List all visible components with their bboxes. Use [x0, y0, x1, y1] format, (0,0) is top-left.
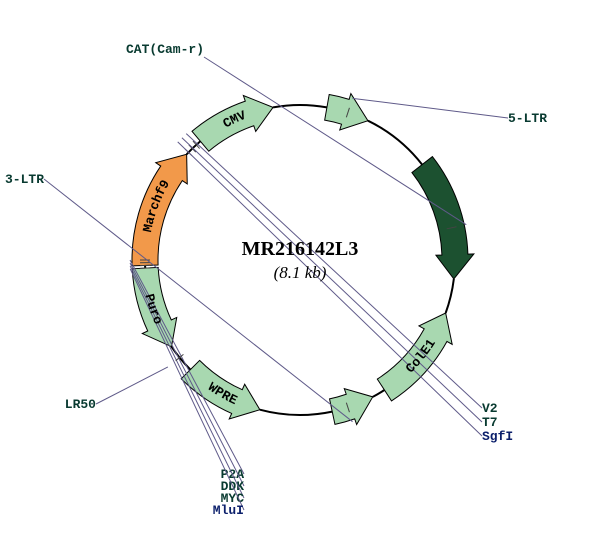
marker-label-sgfi: SgfI [482, 429, 513, 444]
marker-label-ltr3: 3-LTR [5, 172, 44, 187]
plasmid-title: MR216142L3 [242, 238, 359, 260]
marker-label-lr50: LR50 [65, 397, 96, 412]
marker-label-ltr5: 5-LTR [508, 111, 547, 126]
marker-label-v2: V2 [482, 401, 498, 416]
plasmid-map: 5-LTRV2T7SgfIP2ADDKMYCMluILR503-LTR CAT(… [0, 0, 600, 535]
marker-label-t7: T7 [482, 415, 498, 430]
tick-mlui [140, 268, 150, 269]
plasmid-size: (8.1 kb) [274, 263, 327, 282]
marker-label-mlui: MluI [213, 503, 244, 518]
segment-label-cat: CAT(Cam-r) [126, 42, 204, 57]
